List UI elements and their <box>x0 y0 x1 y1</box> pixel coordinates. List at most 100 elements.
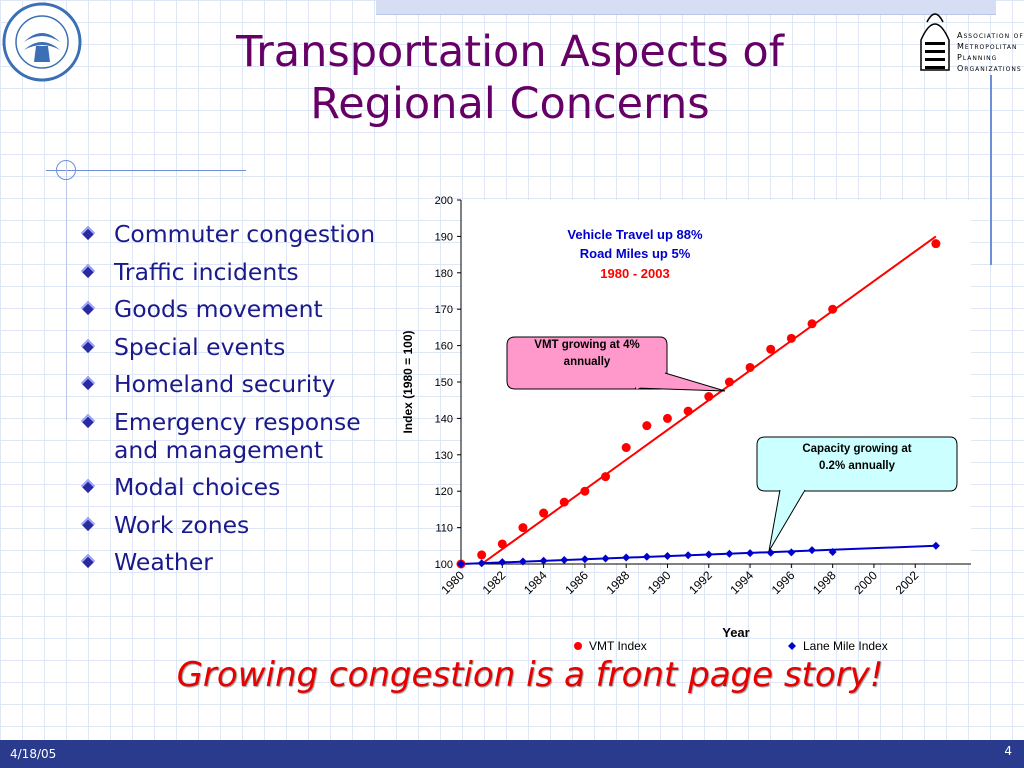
data-point-vmt <box>724 377 734 387</box>
data-point-lane-mile <box>808 546 817 555</box>
x-tick-label: 1982 <box>480 568 509 597</box>
y-tick-label: 160 <box>435 341 453 353</box>
decorative-circle <box>56 160 76 180</box>
diamond-bullet-icon <box>80 478 96 494</box>
data-point-vmt <box>559 497 569 507</box>
x-tick-label: 1996 <box>769 568 798 597</box>
callout-capacity-text: 0.2% annually <box>819 460 896 472</box>
data-point-vmt <box>601 472 611 482</box>
legend-marker-lane-mile <box>788 642 796 650</box>
diamond-bullet-icon <box>80 225 96 241</box>
y-tick-label: 110 <box>435 523 453 535</box>
data-point-lane-mile <box>663 551 672 560</box>
data-point-lane-mile <box>477 559 486 568</box>
callout-capacity-pointer <box>768 489 806 552</box>
data-point-lane-mile <box>746 549 755 558</box>
footer-date: 4/18/05 <box>10 747 57 761</box>
data-point-lane-mile <box>539 556 548 565</box>
bullet-item: Goods movement <box>80 295 404 323</box>
data-point-vmt <box>807 319 817 329</box>
top-decoration-band <box>376 0 996 15</box>
data-point-lane-mile <box>622 553 631 562</box>
bullet-item: Work zones <box>80 511 404 539</box>
callout-vmt-text: VMT growing at 4% <box>534 339 639 351</box>
data-point-vmt <box>786 333 796 343</box>
diamond-bullet-icon <box>80 413 96 428</box>
annotation-period: 1980 - 2003 <box>600 266 669 281</box>
data-point-lane-mile <box>725 549 734 558</box>
legend-marker-vmt <box>574 642 582 650</box>
data-point-lane-mile <box>704 550 713 559</box>
bullet-item: Homeland security <box>80 370 404 398</box>
slide-caption: Growing congestion is a front page story… <box>176 655 884 695</box>
diamond-bullet-icon <box>80 375 96 391</box>
y-tick-label: 180 <box>435 268 453 280</box>
y-tick-label: 130 <box>435 450 453 462</box>
callout-capacity-box <box>756 436 958 492</box>
annotation-headline-line: Vehicle Travel up 88% <box>567 227 703 242</box>
data-point-vmt <box>704 392 714 402</box>
data-point-lane-mile <box>828 547 837 556</box>
data-point-vmt <box>497 539 507 549</box>
data-point-vmt <box>580 486 590 496</box>
data-point-vmt <box>662 413 672 423</box>
bullet-list: Commuter congestion Traffic incidents Go… <box>80 220 404 586</box>
data-point-lane-mile <box>931 541 940 550</box>
legend-label-lane-mile: Lane Mile Index <box>803 639 888 653</box>
decorative-vertical-line <box>990 75 992 265</box>
data-point-lane-mile <box>580 555 589 564</box>
data-point-vmt <box>931 239 941 249</box>
data-point-vmt <box>828 304 838 314</box>
x-tick-label: 1990 <box>645 568 674 597</box>
y-tick-label: 200 <box>435 195 453 207</box>
annotation-headline-line: Road Miles up 5% <box>580 246 691 261</box>
usdot-seal-logo <box>2 2 82 82</box>
data-point-lane-mile <box>457 560 465 568</box>
x-axis-title: Year <box>722 625 749 640</box>
data-point-lane-mile <box>642 552 651 561</box>
diamond-bullet-icon <box>80 516 96 531</box>
ampo-logo-text: Association of Metropolitan Planning Org… <box>957 31 1024 73</box>
bullet-item: Commuter congestion <box>80 220 404 248</box>
data-point-vmt <box>477 550 487 560</box>
bullet-item: Weather <box>80 548 404 576</box>
footer-page-number: 4 <box>1004 744 1012 758</box>
x-tick-label: 1998 <box>810 568 839 597</box>
callout-vmt-text: annually <box>564 356 611 368</box>
diamond-bullet-icon <box>80 263 96 278</box>
x-tick-label: 1986 <box>562 568 591 597</box>
data-point-vmt <box>766 344 776 354</box>
y-axis-title: Index (1980 = 100) <box>401 330 415 433</box>
callout-vmt-pointer-mask <box>635 373 664 390</box>
decorative-horizontal-line <box>46 170 246 171</box>
ampo-logo <box>920 13 950 71</box>
x-tick-label: 1984 <box>521 568 550 597</box>
vmt-lane-mile-chart: 100 110 120 130 140 150 160 170 180 190 200 1980 198… <box>401 195 971 653</box>
data-point-lane-mile <box>787 548 796 557</box>
diamond-bullet-icon <box>80 553 96 569</box>
y-tick-label: 120 <box>435 486 453 498</box>
diamond-bullet-icon <box>80 300 96 316</box>
y-tick-label: 140 <box>435 413 453 425</box>
data-point-vmt <box>539 508 549 518</box>
bullet-item: Modal choices <box>80 473 404 501</box>
x-tick-label: 2000 <box>851 568 880 597</box>
data-point-vmt <box>518 523 528 533</box>
x-tick-label: 1988 <box>604 568 633 597</box>
bullet-item: Special events <box>80 333 404 361</box>
y-tick-label: 170 <box>435 304 453 316</box>
x-tick-label: 2002 <box>893 568 922 597</box>
x-tick-label: 1992 <box>686 568 715 597</box>
legend-label-vmt: VMT Index <box>589 639 647 653</box>
data-point-vmt <box>642 421 652 431</box>
data-point-vmt <box>683 406 693 416</box>
data-point-lane-mile <box>518 557 527 566</box>
decorative-vertical-line-left <box>66 160 67 420</box>
y-tick-label: 100 <box>435 559 453 571</box>
data-point-vmt <box>745 362 755 372</box>
callout-capacity-text: Capacity growing at <box>802 443 911 455</box>
y-tick-label: 190 <box>435 231 453 243</box>
footer-bar: 4/18/05 4 <box>0 740 1024 768</box>
y-tick-label: 150 <box>435 377 453 389</box>
data-point-lane-mile <box>601 554 610 563</box>
